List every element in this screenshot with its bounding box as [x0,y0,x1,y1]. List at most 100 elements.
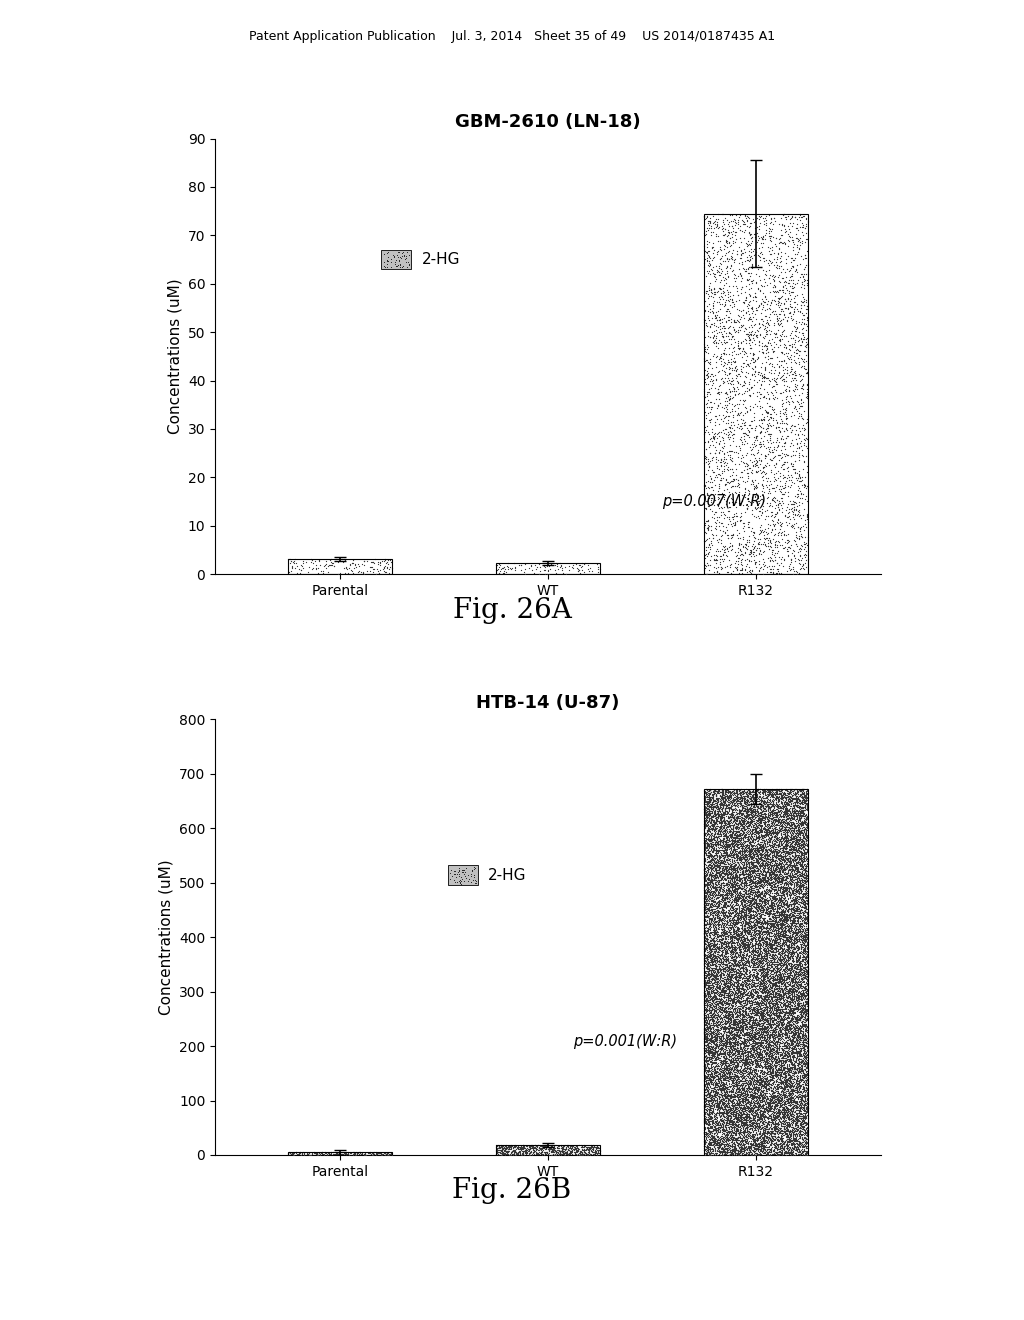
Point [794,956,810,977]
Point [748,890,764,911]
Point [711,1085,727,1106]
Point [708,818,724,840]
Point [703,1016,720,1038]
Point [714,807,730,828]
Point [784,973,801,994]
Point [773,833,790,854]
Point [707,900,723,921]
Point [781,393,798,414]
Point [793,1089,809,1110]
Point [785,249,802,271]
Point [699,281,716,302]
Point [765,562,781,583]
Point [722,936,738,957]
Point [778,1102,795,1123]
Point [711,797,727,818]
Point [768,961,784,982]
Point [722,235,738,256]
Point [795,787,811,808]
Point [797,1140,813,1162]
Point [714,1113,730,1134]
Point [757,1139,773,1160]
Point [730,1139,746,1160]
Point [791,528,807,549]
Point [718,950,734,972]
Point [501,553,517,574]
Point [785,1122,802,1143]
Point [785,805,802,826]
Point [511,1140,527,1162]
Point [705,331,721,352]
Point [772,779,788,800]
Point [705,862,721,883]
Point [716,899,732,920]
Point [739,1076,756,1097]
Point [771,1118,787,1139]
Point [752,1019,768,1040]
Point [721,473,737,494]
Point [716,899,732,920]
Point [717,931,733,952]
Point [787,964,804,985]
Point [798,923,814,944]
Point [700,1094,717,1115]
Point [697,888,714,909]
Point [702,904,719,925]
Point [764,1023,780,1044]
Point [503,558,519,579]
Point [778,834,795,855]
Point [717,333,733,354]
Point [772,413,788,434]
Point [742,1093,759,1114]
Point [733,846,750,867]
Point [709,455,725,477]
Point [715,828,731,849]
Point [772,1019,788,1040]
Point [782,825,799,846]
Point [799,1078,815,1100]
Point [721,985,737,1006]
Point [768,993,784,1014]
Point [773,479,790,500]
Point [787,1041,804,1063]
Point [726,936,742,957]
Point [725,990,741,1011]
Point [786,932,803,953]
Point [705,957,721,978]
Point [721,310,737,331]
Point [715,1105,731,1126]
Point [756,845,772,866]
Point [721,379,737,400]
Point [785,939,802,960]
Point [762,931,778,952]
Point [723,1125,739,1146]
Point [773,828,790,849]
Point [752,1020,768,1041]
Point [721,871,737,892]
Point [799,928,815,949]
Point [734,1139,751,1160]
Point [724,1144,740,1166]
Point [698,906,715,927]
Point [713,915,729,936]
Point [797,979,813,1001]
Point [744,975,761,997]
Point [731,882,748,903]
Point [786,969,803,990]
Point [716,1127,732,1148]
Point [776,1007,793,1028]
Point [791,821,807,842]
Point [780,807,797,828]
Point [741,887,758,908]
Point [766,463,782,484]
Point [731,822,748,843]
Point [786,1011,803,1032]
Point [700,932,717,953]
Point [751,491,767,512]
Point [761,1092,777,1113]
Point [782,1093,799,1114]
Point [717,974,733,995]
Point [766,1028,782,1049]
Point [697,408,714,429]
Point [758,1041,774,1063]
